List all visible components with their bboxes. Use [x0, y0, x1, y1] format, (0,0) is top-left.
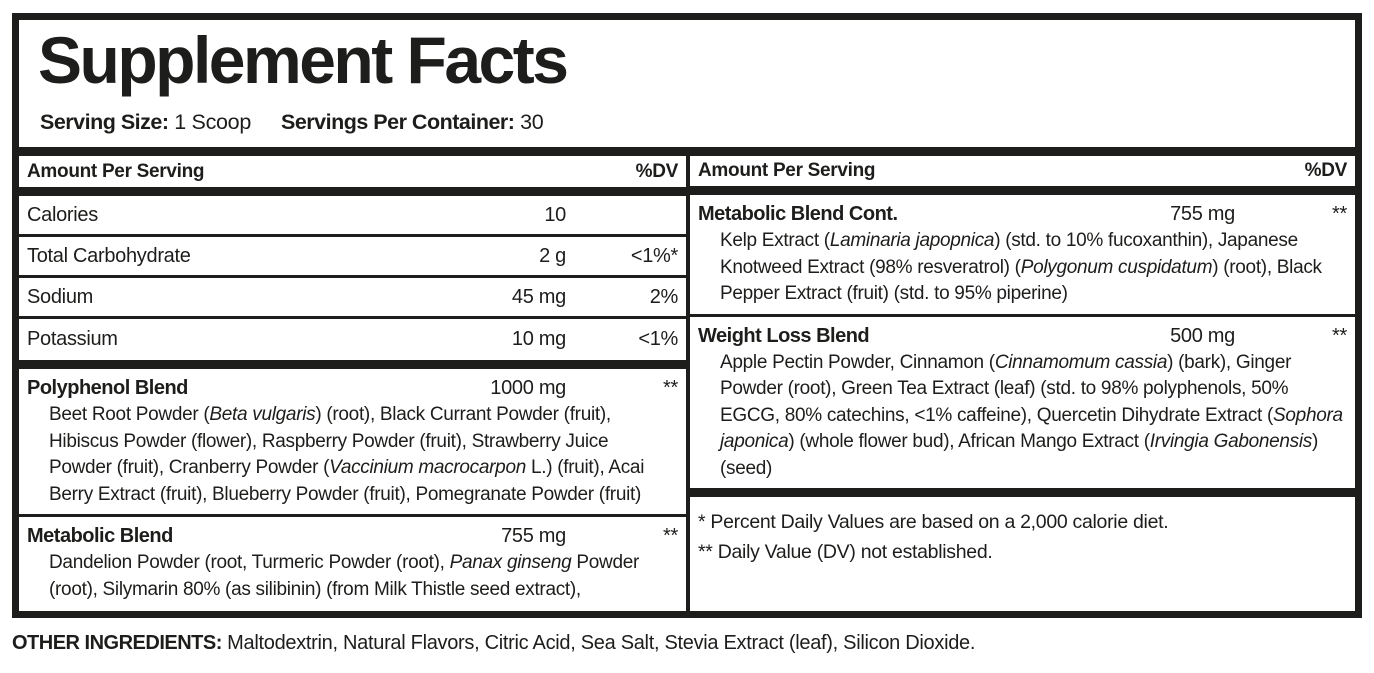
blend-rows-right: Metabolic Blend Cont. 755 mg ** Kelp Extrac…: [690, 195, 1355, 488]
serving-size-value: 1 Scoop: [174, 110, 251, 134]
header-amount-label: Amount Per Serving: [27, 160, 205, 182]
blend-ingredients: Dandelion Powder (root, Turmeric Powder …: [27, 548, 678, 603]
ingredient-text: Kelp Extract (: [720, 230, 830, 252]
blend-header: Metabolic Blend 755 mg **: [27, 525, 678, 548]
ingredient-latin-name: Sophora japonica: [720, 404, 1343, 453]
blend-amount: 755 mg: [501, 525, 566, 547]
column-divider: [686, 147, 690, 611]
ingredient-latin-name: Cinnamomum cassia: [994, 351, 1168, 373]
blend-ingredients: Apple Pectin Powder, Cinnamon (Cinnamomu…: [698, 348, 1347, 483]
ingredient-text: ) (seed): [720, 431, 1319, 479]
ingredient-text: ) (root), Black Pepper Extract (fruit) (…: [720, 256, 1322, 305]
facts-column-right: Amount Per Serving %DV Metabolic Blend C…: [690, 147, 1355, 611]
nutrient-dv: <1%: [638, 328, 678, 350]
ingredient-text: ) (std. to 10% fucoxanthin), Japanese Kn…: [720, 230, 1298, 278]
nutrient-row: Total Carbohydrate 2 g <1%*: [19, 237, 686, 278]
divider-rule: [690, 313, 1355, 317]
blend-name: Metabolic Blend Cont.: [698, 203, 898, 226]
nutrient-row: Sodium 45 mg 2%: [19, 278, 686, 319]
footnote-marker: **: [698, 541, 718, 564]
footnote-line: ** Daily Value (DV) not established.: [698, 537, 1345, 567]
blend-header: Weight Loss Blend 500 mg **: [698, 325, 1347, 348]
blend-header: Polyphenol Blend 1000 mg **: [27, 377, 678, 400]
blend-dv: **: [663, 377, 678, 399]
blend-row: Polyphenol Blend 1000 mg ** Beet Root Powde…: [19, 369, 686, 514]
page-title: Supplement Facts: [38, 23, 569, 97]
ingredient-latin-name: Laminaria japopnica: [829, 230, 995, 252]
nutrient-name: Sodium: [27, 285, 94, 308]
facts-column-left: Amount Per Serving %DV Calories 10 Total C…: [19, 147, 686, 611]
other-ingredients: OTHER INGREDIENTS: Maltodextrin, Natural…: [12, 632, 975, 655]
divider-bar: [690, 186, 1355, 196]
blend-row: Weight Loss Blend 500 mg ** Apple Pectin Po…: [690, 317, 1355, 489]
ingredient-text: Powder (root), Silymarin 80% (as silibin…: [49, 552, 640, 600]
blend-dv: **: [1332, 203, 1347, 226]
nutrient-amount: 2 g: [539, 244, 566, 267]
blend-name: Metabolic Blend: [27, 525, 173, 547]
divider-bar: [690, 488, 1355, 498]
blend-rows-left: Polyphenol Blend 1000 mg ** Beet Root Powde…: [19, 369, 686, 611]
footnote-text: Daily Value (DV) not established.: [717, 541, 993, 564]
footnote-marker: *: [698, 511, 711, 534]
ingredient-text: L.) (fruit), Acai Berry Extract (fruit),…: [49, 457, 645, 505]
divider-rule: [19, 514, 686, 517]
header-amount-label: Amount Per Serving: [698, 160, 876, 182]
ingredient-text: Apple Pectin Powder, Cinnamon (: [720, 351, 995, 373]
ingredient-latin-name: Vaccinium macrocarpon: [329, 457, 526, 478]
ingredient-latin-name: Panax ginseng: [449, 552, 572, 573]
divider-bar: [690, 147, 1355, 156]
nutrient-dv: 2%: [649, 285, 679, 308]
column-header: Amount Per Serving %DV: [19, 156, 686, 187]
blend-amount: 755 mg: [1170, 203, 1235, 226]
servings-per-container-label: Servings Per Container:: [281, 110, 515, 134]
nutrient-name: Potassium: [27, 328, 118, 350]
nutrient-amount: 10: [544, 203, 566, 226]
ingredient-latin-name: Polygonum cuspidatum: [1020, 256, 1213, 278]
nutrient-row: Calories 10: [19, 196, 686, 237]
nutrient-dv: <1%*: [630, 244, 678, 267]
servings-per-container-value: 30: [520, 110, 544, 134]
blend-amount: 500 mg: [1170, 324, 1235, 347]
blend-row: Metabolic Blend Cont. 755 mg ** Kelp Extrac…: [690, 195, 1355, 314]
footnote-line: * Percent Daily Values are based on a 2,…: [698, 507, 1345, 537]
footnotes: * Percent Daily Values are based on a 2,…: [690, 497, 1355, 611]
nutrient-row: Potassium 10 mg <1%: [19, 319, 686, 360]
facts-table: Amount Per Serving %DV Calories 10 Total C…: [19, 147, 1355, 611]
other-ingredients-text: Maltodextrin, Natural Flavors, Citric Ac…: [227, 632, 976, 654]
footnote-text: Percent Daily Values are based on a 2,00…: [710, 511, 1169, 534]
blend-dv: **: [1332, 324, 1347, 347]
nutrient-rows: Calories 10 Total Carbohydrate 2 g <1%* Sodiu…: [19, 196, 686, 360]
ingredient-text: Dandelion Powder (root, Turmeric Powder …: [49, 552, 450, 573]
header-dv-label: %DV: [1304, 160, 1348, 182]
blend-header: Metabolic Blend Cont. 755 mg **: [698, 203, 1347, 226]
nutrient-name: Total Carbohydrate: [27, 244, 191, 267]
ingredient-text: ) (root), Black Currant Powder (fruit), …: [49, 404, 611, 478]
nutrient-name: Calories: [27, 203, 98, 226]
ingredient-text: ) (bark), Ginger Powder (root), Green Te…: [720, 351, 1292, 426]
ingredient-latin-name: Irvingia Gabonensis: [1149, 431, 1313, 453]
nutrient-amount: 10 mg: [511, 328, 566, 350]
blend-name: Weight Loss Blend: [698, 324, 870, 347]
other-ingredients-label: OTHER INGREDIENTS:: [12, 632, 222, 654]
blend-ingredients: Beet Root Powder (Beta vulgaris) (root),…: [27, 400, 678, 508]
blend-ingredients: Kelp Extract (Laminaria japopnica) (std.…: [698, 226, 1347, 308]
ingredient-text: Beet Root Powder (: [49, 404, 210, 425]
serving-size-label: Serving Size:: [40, 110, 169, 134]
blend-dv: **: [663, 525, 678, 547]
column-header: Amount Per Serving %DV: [690, 156, 1355, 186]
divider-bar: [19, 360, 686, 369]
blend-name: Polyphenol Blend: [27, 377, 188, 399]
blend-amount: 1000 mg: [490, 377, 566, 399]
blend-row: Metabolic Blend 755 mg ** Dandelion Powder …: [19, 517, 686, 611]
divider-bar: [19, 147, 686, 156]
ingredient-text: ) (whole flower bud), African Mango Extr…: [788, 431, 1150, 453]
nutrient-amount: 45 mg: [511, 285, 566, 308]
divider-bar: [19, 187, 686, 196]
header-dv-label: %DV: [635, 160, 679, 182]
supplement-facts-panel: Supplement Facts Serving Size: 1 Scoop Se…: [12, 13, 1362, 618]
ingredient-latin-name: Beta vulgaris: [209, 404, 316, 425]
serving-info: Serving Size: 1 Scoop Servings Per Contai…: [40, 110, 544, 135]
